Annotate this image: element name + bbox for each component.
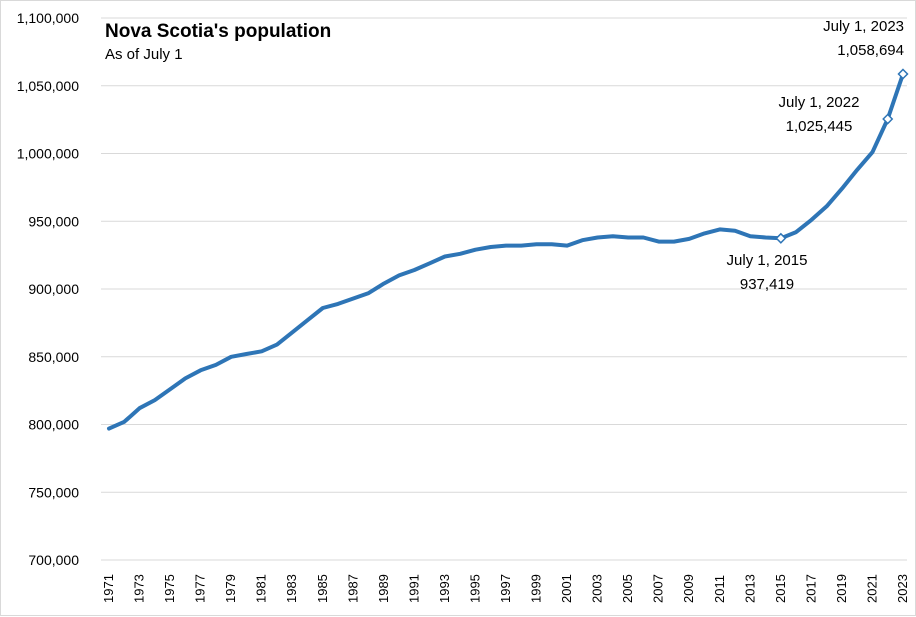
x-tick-label: 1985: [315, 574, 330, 603]
annotation-date: July 1, 2015: [727, 252, 808, 269]
annotations: July 1, 2015 937,419 July 1, 2022 1,025,445…: [727, 18, 904, 293]
x-tick-label: 1981: [254, 574, 269, 603]
x-tick-label: 1997: [498, 574, 513, 603]
y-tick-label: 700,000: [28, 552, 79, 568]
annotation-date: July 1, 2022: [779, 94, 860, 111]
chart-subtitle: As of July 1: [105, 46, 183, 63]
y-tick-label: 900,000: [28, 281, 79, 297]
annotation-value: 937,419: [740, 276, 794, 293]
x-axis-ticks: 1971 1973 1975 1977 1979 1981 1983 1985 1987 1989…: [101, 574, 910, 603]
x-tick-label: 2011: [712, 575, 727, 603]
data-point-marker: [775, 232, 787, 244]
y-tick-label: 1,100,000: [17, 10, 79, 26]
y-tick-label: 750,000: [28, 484, 79, 500]
x-tick-label: 2017: [803, 574, 818, 603]
x-tick-label: 2021: [864, 574, 879, 603]
x-tick-label: 1991: [406, 574, 421, 603]
population-series-line: [107, 72, 905, 431]
data-markers: [775, 68, 909, 244]
annotation-value: 1,058,694: [837, 42, 904, 59]
data-point-marker: [882, 113, 894, 125]
annotation-value: 1,025,445: [786, 118, 853, 135]
y-tick-label: 1,050,000: [17, 78, 79, 94]
annotation-date: July 1, 2023: [823, 18, 904, 35]
x-tick-label: 1971: [101, 574, 116, 603]
x-tick-label: 2015: [773, 574, 788, 603]
x-tick-label: 1993: [437, 574, 452, 603]
x-tick-label: 1975: [162, 574, 177, 603]
y-tick-label: 1,000,000: [17, 146, 79, 162]
x-tick-label: 1973: [132, 574, 147, 603]
y-axis-ticks: 700,000 750,000 800,000 850,000 900,000 950,0…: [17, 10, 80, 568]
data-point-marker: [897, 68, 909, 80]
x-tick-label: 2007: [651, 574, 666, 603]
x-tick-label: 1989: [376, 574, 391, 603]
x-tick-label: 2013: [742, 574, 757, 603]
y-tick-label: 850,000: [28, 349, 79, 365]
x-tick-label: 2005: [620, 574, 635, 603]
x-tick-label: 1983: [284, 574, 299, 603]
x-tick-label: 1995: [467, 574, 482, 603]
y-tick-label: 800,000: [28, 417, 79, 433]
x-tick-label: 2019: [834, 574, 849, 603]
y-tick-label: 950,000: [28, 213, 79, 229]
x-tick-label: 1979: [223, 574, 238, 603]
x-tick-label: 2009: [681, 574, 696, 603]
x-tick-label: 2023: [895, 574, 910, 603]
x-tick-label: 2001: [559, 574, 574, 603]
x-tick-label: 2003: [590, 574, 605, 603]
x-tick-label: 1977: [193, 574, 208, 603]
x-tick-label: 1987: [345, 574, 360, 603]
chart-title: Nova Scotia's population: [105, 21, 331, 42]
x-tick-label: 1999: [529, 574, 544, 603]
